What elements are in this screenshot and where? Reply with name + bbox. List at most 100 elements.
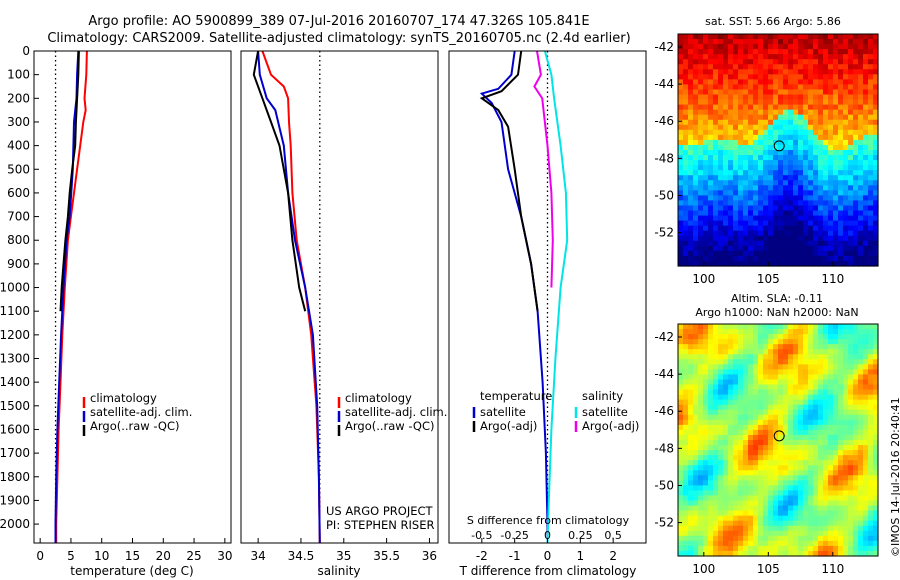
sla-cell [788, 389, 794, 396]
sst-cell [863, 64, 869, 70]
sla-cell [843, 434, 849, 441]
sst-cell [853, 220, 859, 227]
sla-cell [678, 440, 684, 446]
sla-cell [803, 429, 809, 436]
sst-cell [718, 74, 724, 80]
sst-cell [773, 155, 779, 161]
sla-cell [858, 419, 864, 426]
sla-cell [718, 339, 724, 345]
sla-cell [813, 460, 819, 466]
sst-cell [833, 119, 839, 126]
sla-cell [773, 389, 779, 396]
sst-cell [778, 129, 784, 136]
sla-cell [698, 379, 704, 386]
sla-cell [853, 364, 859, 370]
sla-cell [678, 424, 684, 431]
sst-cell [753, 139, 759, 146]
sla-cell [698, 399, 704, 406]
sst-cell [733, 134, 739, 141]
sla-cell [773, 414, 779, 421]
sla-cell [798, 399, 804, 406]
sst-cell [763, 165, 769, 171]
salinity-xtick-label: 34 [250, 549, 265, 563]
sla-cell [848, 525, 854, 532]
sla-cell [798, 379, 804, 386]
sla-cell [698, 374, 704, 381]
temperature-xtick-label: 25 [186, 549, 201, 563]
sst-cell [688, 34, 694, 40]
sst-cell [763, 84, 769, 91]
sst-cell [838, 39, 844, 45]
sla-cell [828, 329, 834, 335]
sst-cell [808, 220, 814, 227]
sst-cell [748, 155, 754, 161]
sst-cell [843, 44, 849, 50]
sst-cell [853, 180, 859, 186]
sst-ytick-label: -48 [654, 151, 674, 165]
sst-cell [678, 215, 684, 222]
sst-cell [738, 170, 744, 176]
sst-cell [768, 185, 774, 191]
sla-cell [778, 369, 784, 376]
sla-cell [828, 404, 834, 411]
sla-cell [713, 329, 719, 335]
sla-cell [703, 344, 709, 350]
sla-cell [728, 480, 734, 486]
sla-cell [738, 520, 744, 527]
sla-cell [833, 480, 839, 486]
sla-cell [873, 535, 879, 542]
sla-cell [783, 545, 789, 552]
sla-cell [813, 480, 819, 486]
sla-cell [783, 389, 789, 396]
sst-cell [808, 245, 814, 252]
sst-cell [693, 235, 699, 242]
sla-cell [733, 495, 739, 502]
sla-cell [698, 349, 704, 355]
sst-cell [838, 190, 844, 196]
sla-cell [733, 470, 739, 476]
sla-cell [733, 490, 739, 497]
sla-cell [703, 339, 709, 345]
sst-cell [833, 74, 839, 80]
sla-cell [708, 480, 714, 486]
sla-cell [703, 329, 709, 335]
sla-cell [793, 530, 799, 537]
sla-cell [763, 460, 769, 466]
sst-cell [858, 215, 864, 222]
sla-cell [843, 414, 849, 421]
sst-cell [738, 155, 744, 161]
sla-cell [798, 359, 804, 365]
sst-cell [773, 74, 779, 80]
sla-cell [798, 530, 804, 537]
sla-cell [793, 500, 799, 507]
sla-cell [823, 404, 829, 411]
sst-cell [858, 144, 864, 151]
sla-cell [748, 424, 754, 431]
sla-cell [688, 535, 694, 542]
sla-cell [873, 475, 879, 481]
sla-cell [788, 470, 794, 476]
sla-cell [863, 404, 869, 411]
sla-cell [693, 485, 699, 492]
sla-cell [863, 339, 869, 345]
sla-cell [818, 475, 824, 481]
sst-cell [733, 165, 739, 171]
sla-cell [703, 480, 709, 486]
sla-cell [773, 424, 779, 431]
sla-cell [713, 515, 719, 522]
sst-cell [723, 49, 729, 55]
sla-cell [868, 434, 874, 441]
sst-cell [853, 54, 859, 60]
sst-cell [758, 255, 764, 262]
temperature-ytick-label: 1600 [0, 422, 30, 436]
sla-cell [748, 389, 754, 396]
sst-cell [818, 165, 824, 171]
sla-cell [783, 505, 789, 512]
sst-cell [698, 230, 704, 237]
sst-cell [818, 64, 824, 70]
sla-cell [798, 409, 804, 416]
sla-cell [708, 530, 714, 537]
sst-cell [838, 195, 844, 202]
sla-cell [868, 500, 874, 507]
sst-cell [763, 250, 769, 257]
